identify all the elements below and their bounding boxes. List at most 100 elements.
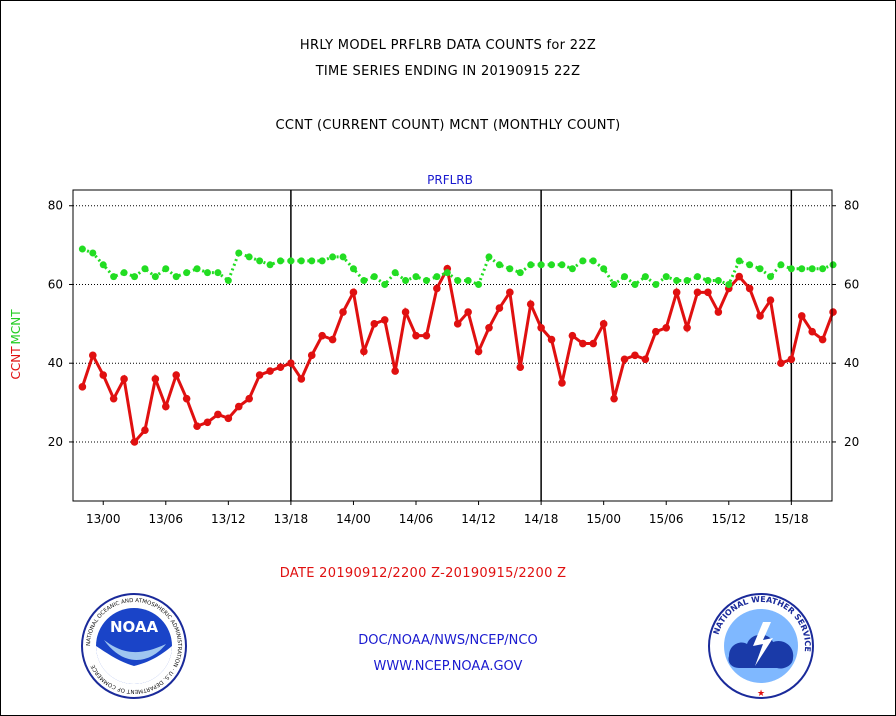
y-tick-label-right-40: 40 — [844, 356, 859, 370]
data-point-ccnt-4 — [120, 375, 128, 383]
data-point-ccnt-47 — [568, 331, 577, 340]
footer-org: DOC/NOAA/NWS/NCEP/NCO — [358, 633, 538, 648]
data-point-ccnt-39 — [485, 323, 493, 332]
data-point-ccnt-36 — [453, 320, 462, 328]
data-point-ccnt-20 — [287, 359, 295, 368]
plot-border — [72, 189, 833, 502]
data-point-ccnt-45 — [547, 335, 556, 344]
noaa-logo-text: NOAA — [110, 618, 159, 636]
x-tick-label-14/06: 14/06 — [399, 512, 434, 526]
data-point-mcnt-63 — [735, 257, 743, 265]
data-point-mcnt-43 — [527, 261, 535, 269]
data-point-ccnt-2 — [99, 371, 108, 379]
chart-subtitle: CCNT (CURRENT COUNT) MCNT (MONTHLY COUNT… — [275, 118, 621, 133]
data-point-ccnt-22 — [307, 351, 316, 360]
data-point-mcnt-62 — [725, 280, 733, 288]
y-tick-label-right-20: 20 — [844, 435, 859, 449]
data-point-mcnt-1 — [89, 249, 97, 257]
data-point-mcnt-34 — [433, 273, 441, 281]
data-point-ccnt-41 — [506, 288, 514, 297]
data-point-mcnt-38 — [475, 280, 483, 288]
data-point-mcnt-0 — [78, 245, 86, 253]
data-point-ccnt-19 — [276, 363, 285, 371]
data-point-ccnt-43 — [526, 300, 535, 308]
data-point-ccnt-28 — [370, 320, 379, 328]
data-point-ccnt-69 — [797, 312, 806, 320]
y-tick-label-left-80: 80 — [48, 199, 63, 213]
data-point-mcnt-9 — [172, 273, 180, 281]
data-point-mcnt-50 — [600, 265, 608, 273]
y-axis-label-mcnt: MCNT — [9, 309, 23, 345]
data-point-mcnt-49 — [589, 257, 597, 265]
data-point-mcnt-33 — [422, 277, 430, 285]
data-point-ccnt-40 — [495, 304, 504, 312]
x-tick-label-14/12: 14/12 — [461, 512, 496, 526]
data-point-mcnt-12 — [203, 269, 211, 277]
data-point-ccnt-57 — [672, 288, 681, 297]
noaa-logo-icon: NOAA NATIONAL OCEANIC AND ATMOSPHERIC AD… — [81, 593, 187, 699]
data-point-mcnt-71 — [819, 265, 827, 273]
x-tick-labels: 13/00 13/06 13/12 13/18 14/00 14/06 14/12 14/18… — [86, 501, 809, 526]
data-point-ccnt-67 — [777, 359, 785, 368]
data-point-ccnt-9 — [172, 371, 181, 379]
data-point-mcnt-16 — [245, 253, 253, 261]
day-boundary-layer — [290, 190, 793, 501]
data-point-mcnt-57 — [673, 277, 681, 285]
data-point-mcnt-69 — [798, 265, 806, 273]
data-point-mcnt-70 — [808, 265, 816, 273]
data-point-ccnt-3 — [109, 394, 118, 403]
data-point-mcnt-40 — [495, 261, 503, 269]
data-point-ccnt-65 — [756, 312, 764, 320]
y-tick-label-right-80: 80 — [844, 199, 859, 213]
data-point-mcnt-30 — [391, 269, 399, 277]
data-point-ccnt-10 — [182, 394, 191, 403]
data-point-mcnt-36 — [454, 277, 462, 285]
data-point-mcnt-25 — [339, 253, 347, 261]
series-mcnt — [78, 245, 837, 288]
grid-layer — [73, 205, 832, 443]
x-tick-label-14/18: 14/18 — [524, 512, 559, 526]
data-point-mcnt-4 — [120, 269, 128, 277]
data-point-mcnt-61 — [714, 277, 722, 285]
y-tick-label-left-60: 60 — [48, 277, 63, 291]
y-tick-label-left-40: 40 — [48, 356, 63, 370]
data-point-mcnt-44 — [537, 261, 545, 269]
data-point-mcnt-52 — [621, 273, 629, 281]
data-point-ccnt-48 — [579, 339, 587, 348]
data-point-ccnt-13 — [214, 410, 222, 419]
data-point-mcnt-22 — [308, 257, 316, 265]
data-point-ccnt-61 — [714, 308, 723, 316]
data-point-ccnt-72 — [829, 308, 837, 316]
x-tick-label-15/18: 15/18 — [774, 512, 809, 526]
data-point-ccnt-0 — [78, 383, 87, 391]
series-ccnt — [78, 264, 837, 446]
data-point-mcnt-19 — [276, 257, 284, 265]
data-point-mcnt-8 — [162, 265, 170, 273]
data-point-ccnt-21 — [297, 375, 306, 383]
data-point-mcnt-24 — [329, 253, 337, 261]
data-point-mcnt-45 — [548, 261, 556, 269]
data-point-mcnt-20 — [287, 257, 295, 265]
data-point-ccnt-16 — [245, 394, 253, 403]
x-tick-label-15/00: 15/00 — [586, 512, 621, 526]
data-point-ccnt-25 — [339, 308, 347, 316]
data-point-mcnt-11 — [193, 265, 201, 273]
data-point-ccnt-52 — [620, 355, 629, 364]
data-point-mcnt-13 — [214, 269, 222, 277]
data-point-ccnt-59 — [693, 288, 702, 297]
data-point-ccnt-34 — [433, 284, 441, 293]
data-point-mcnt-41 — [506, 265, 514, 273]
x-tick-label-14/00: 14/00 — [336, 512, 371, 526]
data-point-mcnt-5 — [131, 273, 139, 281]
data-point-ccnt-17 — [255, 371, 264, 379]
data-point-ccnt-50 — [599, 320, 608, 328]
data-point-mcnt-14 — [224, 277, 232, 285]
x-tick-label-13/06: 13/06 — [148, 512, 183, 526]
data-point-mcnt-7 — [151, 273, 159, 281]
date-range-label: DATE 20190912/2200 Z-20190915/2200 Z — [279, 566, 567, 581]
data-point-mcnt-18 — [266, 261, 274, 269]
series-line-ccnt — [80, 264, 835, 446]
data-point-ccnt-6 — [141, 426, 149, 434]
data-point-ccnt-56 — [662, 323, 671, 332]
